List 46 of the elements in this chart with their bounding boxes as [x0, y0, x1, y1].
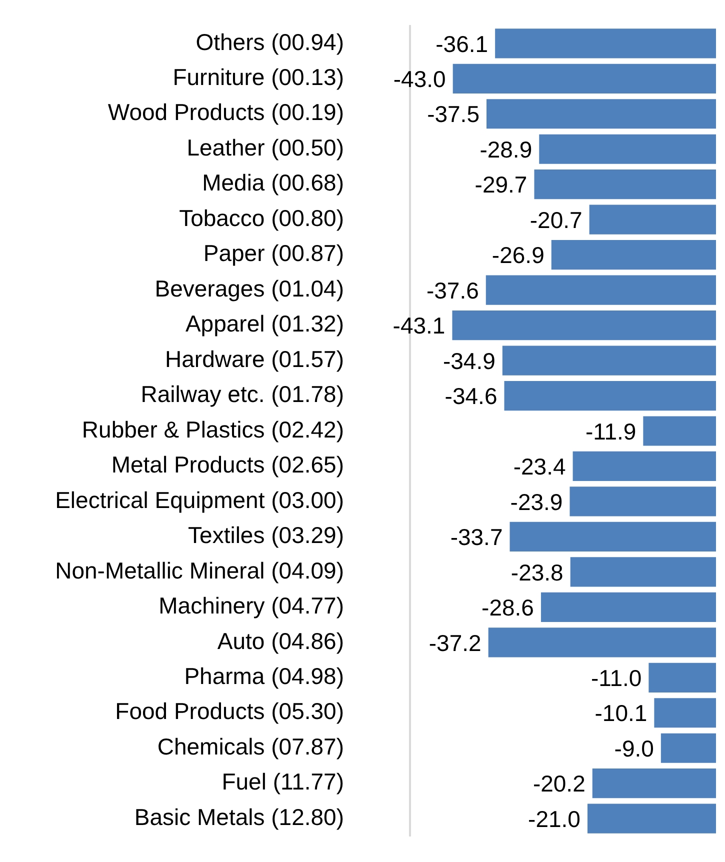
y-tick-label: Wood Products (00.19): [108, 99, 344, 126]
y-tick-label: Food Products (05.30): [115, 698, 344, 724]
data-label: -37.2: [428, 630, 482, 656]
y-tick-label: Electrical Equipment (03.00): [55, 486, 344, 513]
data-label: -21.0: [528, 806, 580, 832]
data-label: -28.9: [480, 136, 532, 162]
data-label: -23.9: [510, 488, 563, 515]
y-tick-label: Non-Metallic Mineral (04.09): [55, 557, 344, 584]
y-tick-label: Beverages (01.04): [154, 275, 344, 302]
data-label: -11.0: [590, 664, 642, 691]
data-label: -43.0: [393, 66, 446, 92]
data-label: -20.2: [532, 770, 586, 797]
y-tick-label: Railway etc. (01.78): [140, 381, 344, 408]
data-label: -34.6: [444, 383, 498, 410]
y-tick-label: Textiles (03.29): [188, 522, 344, 548]
y-tick-label: Furniture (00.13): [172, 64, 344, 90]
y-tick-label: Paper (00.87): [203, 240, 344, 266]
y-tick-label: Hardware (01.57): [165, 346, 344, 372]
y-tick-label: Fuel (11.77): [222, 768, 344, 795]
data-label: -10.1: [594, 700, 648, 726]
y-tick-label: Media (00.68): [202, 170, 344, 196]
data-label: -29.7: [474, 172, 528, 198]
y-tick-label: Chemicals (07.87): [157, 733, 344, 760]
y-tick-label: Basic Metals (12.80): [134, 804, 344, 830]
y-tick-label: Others (00.94): [196, 28, 344, 55]
data-label: -23.8: [510, 559, 564, 586]
data-label: -9.0: [614, 735, 654, 762]
data-label: -43.1: [392, 312, 446, 339]
y-tick-label: Leather (00.50): [186, 134, 344, 160]
y-tick-label: Pharma (04.98): [184, 662, 344, 689]
data-label: -20.7: [530, 206, 582, 233]
data-label: -37.5: [427, 101, 480, 128]
data-label: -23.4: [513, 454, 566, 480]
y-tick-label: Auto (04.86): [217, 628, 344, 654]
data-label: -28.6: [482, 594, 534, 621]
data-label: -34.9: [442, 348, 496, 374]
y-tick-label: Apparel (01.32): [185, 310, 344, 337]
y-tick-label: Tobacco (00.80): [179, 204, 344, 231]
data-label: -37.6: [426, 277, 479, 304]
data-label: -26.9: [492, 242, 544, 268]
data-label: -33.7: [450, 524, 503, 550]
y-tick-label: Metal Products (02.65): [111, 452, 344, 478]
data-label: -36.1: [436, 30, 488, 57]
y-tick-label: Machinery (04.77): [158, 592, 344, 619]
y-tick-label: Rubber & Plastics (02.42): [82, 416, 344, 442]
data-label: -11.9: [585, 418, 636, 444]
